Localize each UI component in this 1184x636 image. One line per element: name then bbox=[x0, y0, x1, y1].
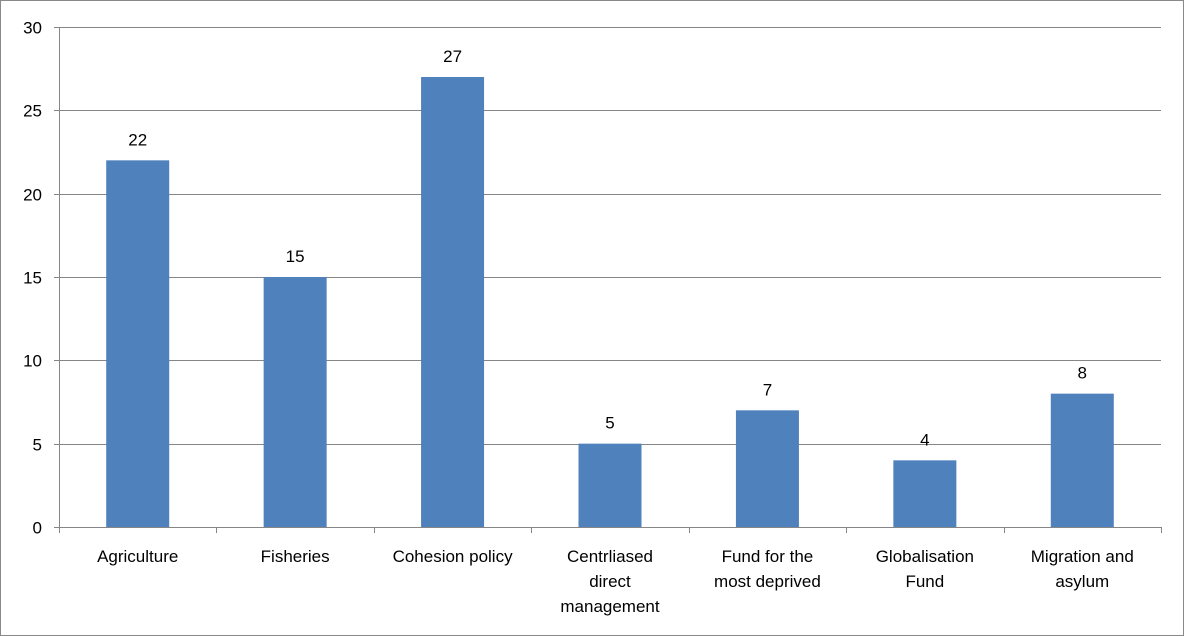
data-labels: 22 15 27 5 7 4 8 bbox=[128, 47, 1087, 449]
bar bbox=[106, 160, 170, 528]
data-label: 4 bbox=[920, 430, 929, 449]
y-axis-ticks: 0 5 10 15 20 25 30 bbox=[23, 19, 59, 538]
bar bbox=[893, 460, 957, 527]
bar bbox=[1050, 393, 1114, 527]
x-tick-label: Centrliased direct management bbox=[560, 547, 660, 616]
bar bbox=[263, 277, 327, 527]
axes bbox=[59, 27, 1161, 528]
x-tick-label: Agriculture bbox=[97, 547, 178, 566]
data-label: 27 bbox=[443, 47, 462, 66]
y-tick-label: 0 bbox=[33, 519, 42, 538]
x-tick-label: Migration and asylum bbox=[1031, 547, 1134, 591]
x-tick-label: Fisheries bbox=[261, 547, 330, 566]
x-tick-label: Cohesion policy bbox=[393, 547, 514, 566]
y-tick-label: 15 bbox=[23, 269, 42, 288]
bars bbox=[106, 77, 1114, 528]
data-label: 8 bbox=[1078, 364, 1087, 383]
y-tick-label: 25 bbox=[23, 102, 42, 121]
data-label: 15 bbox=[286, 247, 305, 266]
data-label: 22 bbox=[128, 130, 147, 149]
y-tick-label: 20 bbox=[23, 186, 42, 205]
y-tick-label: 30 bbox=[23, 19, 42, 38]
data-label: 7 bbox=[763, 380, 772, 399]
bar bbox=[578, 443, 642, 527]
bar bbox=[735, 410, 799, 527]
y-tick-label: 5 bbox=[33, 436, 42, 455]
y-tick-label: 10 bbox=[23, 352, 42, 371]
gridlines bbox=[59, 27, 1161, 445]
x-tick-label: Globalisation Fund bbox=[876, 547, 974, 591]
bar bbox=[421, 77, 485, 527]
data-label: 5 bbox=[605, 414, 614, 433]
x-axis-ticks: Agriculture Fisheries Cohesion policy Centr… bbox=[59, 527, 1162, 616]
x-tick-label: Fund for the most deprived bbox=[714, 547, 821, 591]
